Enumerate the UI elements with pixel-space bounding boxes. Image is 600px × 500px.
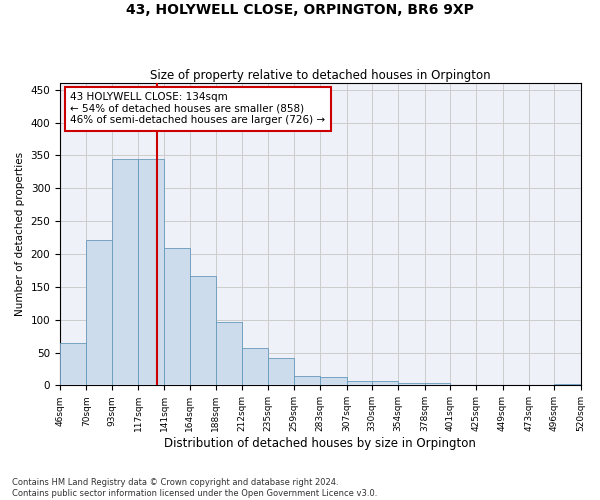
Bar: [112, 158, 138, 386]
Bar: [398, 382, 425, 386]
Bar: [268, 358, 294, 386]
Bar: [347, 380, 372, 386]
Bar: [320, 377, 347, 386]
Bar: [294, 376, 320, 386]
Title: Size of property relative to detached houses in Orpington: Size of property relative to detached ho…: [150, 69, 491, 82]
X-axis label: Distribution of detached houses by size in Orpington: Distribution of detached houses by size …: [164, 437, 476, 450]
Bar: [216, 322, 242, 386]
Bar: [425, 382, 450, 386]
Text: Contains HM Land Registry data © Crown copyright and database right 2024.
Contai: Contains HM Land Registry data © Crown c…: [12, 478, 377, 498]
Bar: [86, 240, 112, 386]
Bar: [554, 384, 581, 386]
Text: 43, HOLYWELL CLOSE, ORPINGTON, BR6 9XP: 43, HOLYWELL CLOSE, ORPINGTON, BR6 9XP: [126, 2, 474, 16]
Bar: [60, 342, 86, 386]
Y-axis label: Number of detached properties: Number of detached properties: [15, 152, 25, 316]
Bar: [372, 382, 398, 386]
Bar: [190, 276, 216, 386]
Text: 43 HOLYWELL CLOSE: 134sqm
← 54% of detached houses are smaller (858)
46% of semi: 43 HOLYWELL CLOSE: 134sqm ← 54% of detac…: [70, 92, 326, 126]
Bar: [164, 248, 190, 386]
Bar: [138, 158, 164, 386]
Bar: [242, 348, 268, 386]
